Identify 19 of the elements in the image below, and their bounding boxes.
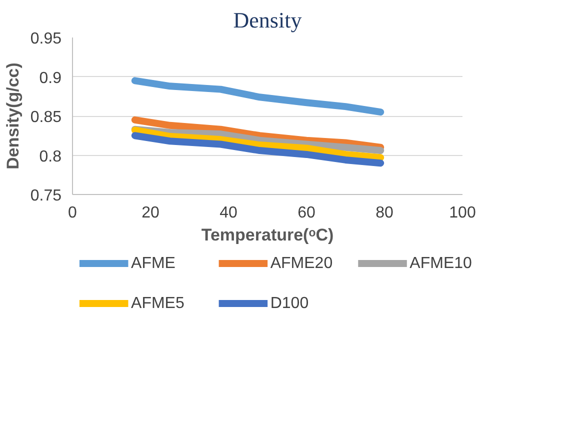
chart-title: Density <box>233 8 302 32</box>
x-tick-label: 40 <box>220 204 238 222</box>
x-tick-label: 60 <box>298 204 316 222</box>
x-tick-label: 0 <box>68 204 78 222</box>
y-tick-label: 0.9 <box>39 70 62 87</box>
legend-label: AFME20 <box>270 255 333 272</box>
y-axis-title: Density(g/cc) <box>3 62 22 170</box>
x-tick-label: 100 <box>449 204 476 222</box>
x-tick-label: 80 <box>376 204 394 222</box>
x-axis-title: Temperature(ᵒC) <box>201 226 334 244</box>
y-tick-label: 0.75 <box>30 188 62 204</box>
x-tick-label: 20 <box>142 204 160 222</box>
legend-label: AFME5 <box>131 295 184 312</box>
legend-label: AFME10 <box>410 255 472 272</box>
y-tick-label: 0.95 <box>30 30 62 48</box>
legend-label: AFME <box>131 255 176 272</box>
y-tick-label: 0.8 <box>39 148 62 166</box>
y-tick-label: 0.85 <box>30 109 62 126</box>
legend-label: D100 <box>270 295 309 312</box>
